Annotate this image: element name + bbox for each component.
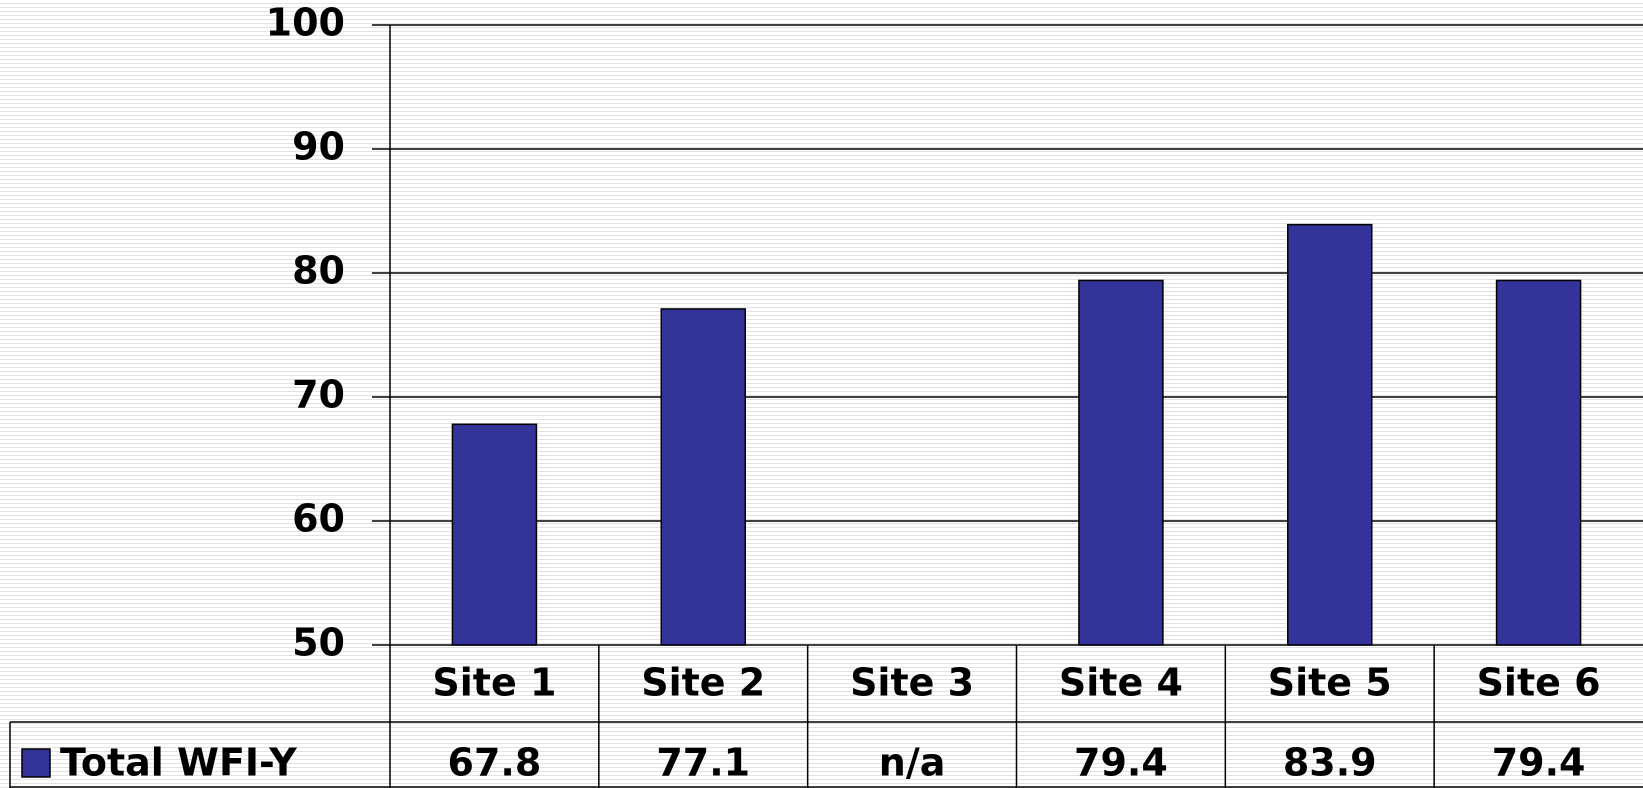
- y-tick-label: 60: [292, 497, 345, 541]
- table-value: 83.9: [1283, 741, 1377, 785]
- table-value: 67.8: [448, 741, 542, 785]
- x-tick-label: Site 1: [432, 661, 556, 705]
- x-tick-label: Site 6: [1477, 661, 1601, 705]
- legend-key: [21, 748, 51, 778]
- table-value: 79.4: [1074, 741, 1168, 785]
- x-tick-label: Site 4: [1059, 661, 1183, 705]
- bar: [660, 308, 746, 646]
- y-tick-label: 70: [292, 373, 345, 417]
- bar: [1495, 279, 1582, 646]
- table-value: 77.1: [656, 741, 750, 785]
- x-tick-label: Site 2: [641, 661, 765, 705]
- table-value: 79.4: [1492, 741, 1586, 785]
- table-value: n/a: [879, 741, 946, 785]
- bar: [1287, 223, 1373, 646]
- y-tick-label: 100: [266, 1, 345, 45]
- x-tick-label: Site 3: [850, 661, 974, 705]
- bar: [451, 423, 538, 646]
- y-tick-label: 80: [292, 249, 345, 293]
- x-tick-label: Site 5: [1268, 661, 1392, 705]
- bar: [1078, 279, 1164, 646]
- y-tick-label: 50: [292, 621, 345, 665]
- y-tick-label: 90: [292, 125, 345, 169]
- legend-label: Total WFI-Y: [60, 741, 297, 785]
